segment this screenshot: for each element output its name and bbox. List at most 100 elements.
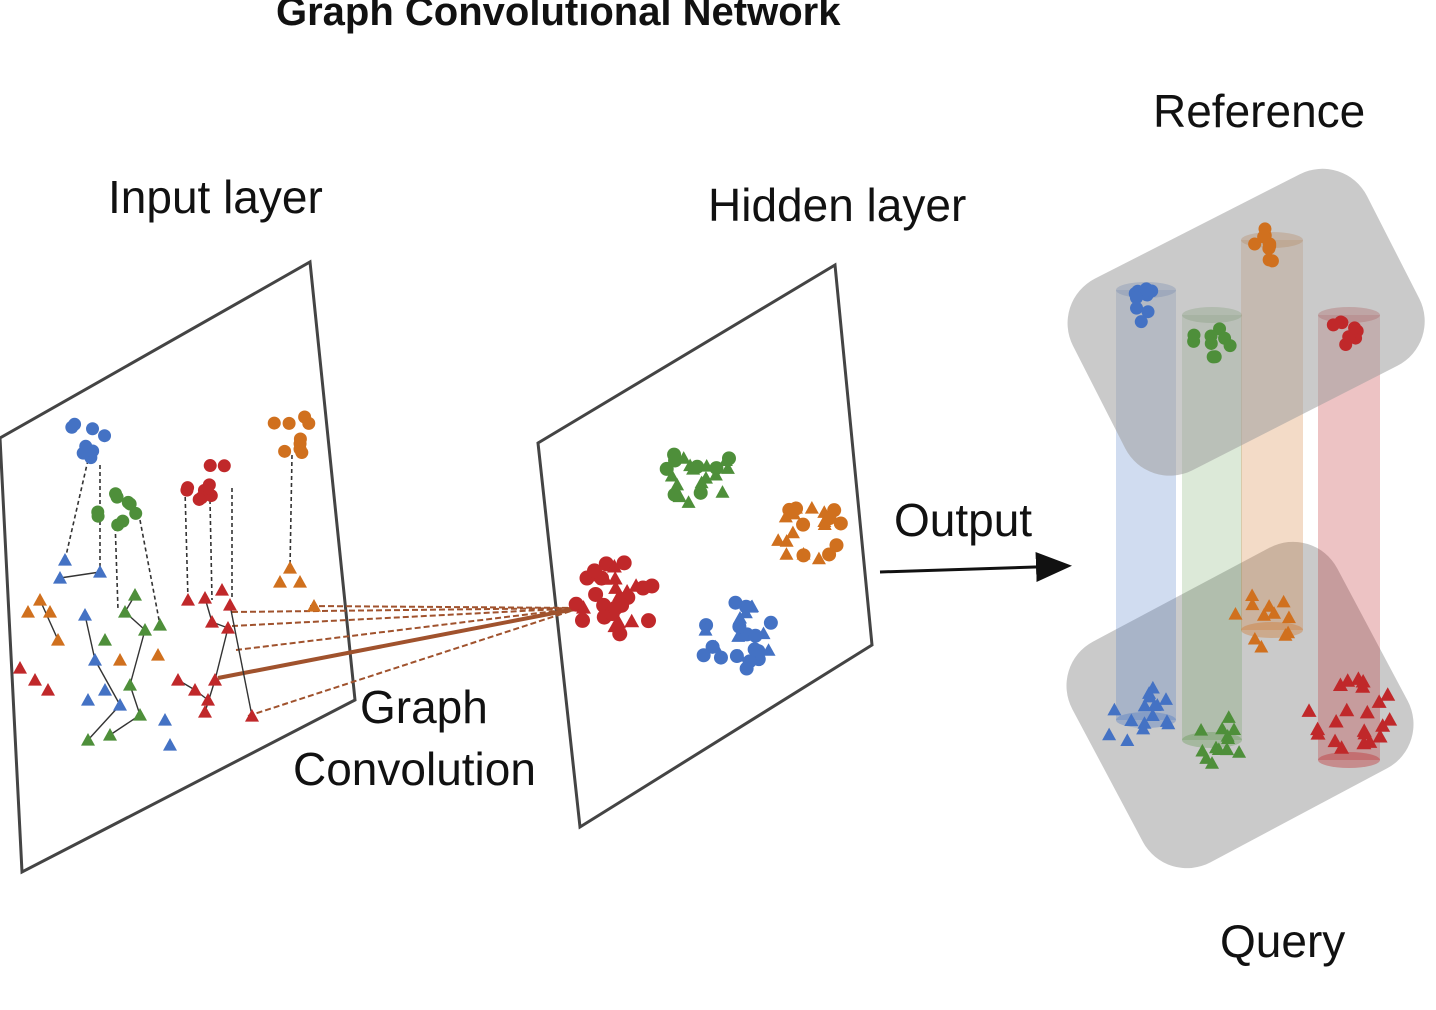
dashed-connector xyxy=(231,607,581,613)
node-triangle xyxy=(1245,597,1260,611)
node-triangle xyxy=(113,698,127,711)
node-triangle xyxy=(13,661,27,674)
node-triangle xyxy=(1340,673,1356,687)
node-circle xyxy=(641,613,657,629)
node-triangle xyxy=(1332,677,1348,691)
node-triangle xyxy=(619,584,635,598)
node-triangle xyxy=(158,713,172,726)
solid-edge xyxy=(59,571,101,579)
node-circle xyxy=(588,586,604,602)
node-circle xyxy=(1129,291,1143,305)
node-circle xyxy=(709,461,724,476)
node-triangle xyxy=(221,621,235,634)
node-circle xyxy=(693,485,708,500)
node-triangle xyxy=(293,575,307,588)
hidden-layer-label: Hidden layer xyxy=(708,179,967,231)
node-triangle xyxy=(123,678,137,691)
node-triangle xyxy=(28,673,42,686)
node-circle xyxy=(1187,328,1201,342)
node-triangle xyxy=(93,565,107,578)
node-triangle xyxy=(1357,725,1373,740)
dashed-connector xyxy=(247,607,581,717)
node-triangle xyxy=(103,728,117,741)
input-graph-edges xyxy=(39,454,293,741)
node-triangle xyxy=(817,517,832,531)
node-triangle xyxy=(283,561,297,574)
node-triangle xyxy=(1120,733,1135,747)
node-triangle xyxy=(273,575,287,588)
node-triangle xyxy=(1245,588,1260,602)
node-triangle xyxy=(756,626,771,640)
node-circle xyxy=(696,648,711,663)
node-circle xyxy=(1145,284,1159,298)
node-triangle xyxy=(1158,692,1173,705)
cylinder-bottom xyxy=(1318,752,1380,768)
node-circle xyxy=(1141,305,1155,319)
node-circle xyxy=(129,506,143,520)
node-triangle xyxy=(1327,733,1343,748)
node-triangle xyxy=(1194,722,1209,736)
node-triangle xyxy=(1355,679,1371,693)
graph-convolution-lines xyxy=(217,605,581,717)
node-circle xyxy=(1208,350,1222,364)
node-triangle xyxy=(1262,599,1277,612)
node-triangle xyxy=(1256,608,1271,621)
diagram-title: Graph Convolutional Network xyxy=(276,0,841,34)
node-circle xyxy=(742,654,757,669)
node-triangle xyxy=(1359,704,1375,719)
node-triangle xyxy=(1209,740,1224,754)
node-triangle xyxy=(804,501,819,514)
node-circle xyxy=(1223,339,1237,353)
node-triangle xyxy=(788,501,803,514)
cylinder-bottom xyxy=(1241,622,1303,638)
node-triangle xyxy=(188,683,202,696)
node-circle xyxy=(739,599,754,614)
node-circle xyxy=(1257,230,1271,244)
node-triangle xyxy=(1102,727,1117,741)
node-triangle xyxy=(208,673,222,686)
node-triangle xyxy=(1278,628,1293,641)
node-circle xyxy=(575,612,591,628)
node-circle xyxy=(109,487,123,501)
node-circle xyxy=(1262,253,1276,267)
node-triangle xyxy=(1382,712,1398,726)
node-circle xyxy=(278,444,292,458)
node-circle xyxy=(612,626,628,642)
node-triangle xyxy=(1221,710,1236,723)
node-triangle xyxy=(1137,698,1152,712)
node-triangle xyxy=(33,593,47,606)
node-triangle xyxy=(1310,726,1326,740)
node-triangle xyxy=(1150,698,1165,711)
node-triangle xyxy=(1328,713,1344,728)
node-clusters xyxy=(13,410,1398,769)
node-triangle xyxy=(113,653,127,666)
node-triangle xyxy=(205,615,219,628)
dashed-connector xyxy=(309,605,581,609)
node-circle xyxy=(180,483,194,497)
node-circle xyxy=(203,459,217,473)
node-triangle xyxy=(779,547,794,560)
node-triangle xyxy=(307,599,321,612)
node-triangle xyxy=(785,525,800,539)
node-triangle xyxy=(624,613,640,628)
node-circle xyxy=(86,422,100,436)
node-triangle xyxy=(1334,740,1350,754)
node-circle xyxy=(667,487,682,502)
node-triangle xyxy=(575,600,591,614)
node-circle xyxy=(827,503,842,518)
node-triangle xyxy=(51,633,65,646)
node-circle xyxy=(644,578,660,594)
node-circle xyxy=(608,600,624,616)
node-triangle xyxy=(1247,631,1262,645)
node-triangle xyxy=(771,533,786,546)
node-triangle xyxy=(198,591,212,604)
dashed-edge xyxy=(139,519,161,626)
solid-connector xyxy=(217,606,581,680)
node-triangle xyxy=(1124,713,1139,727)
node-circle xyxy=(1348,321,1362,335)
convolution-label: Convolution xyxy=(293,743,536,795)
reference-label: Reference xyxy=(1153,85,1366,137)
node-triangle xyxy=(1228,606,1243,620)
node-circle xyxy=(282,416,296,430)
node-circle xyxy=(111,518,125,532)
